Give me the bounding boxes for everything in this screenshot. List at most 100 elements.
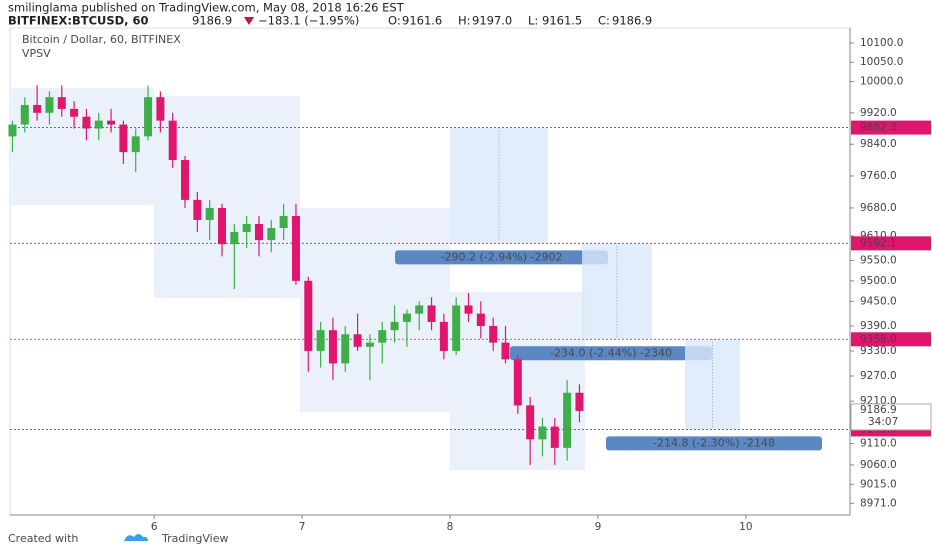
candle-body (156, 97, 165, 121)
x-tick-label: 9 (595, 521, 602, 533)
candle-body (402, 313, 411, 322)
y-tick-label: 9500.0 (860, 275, 897, 287)
ohlc-label: C: (598, 14, 610, 28)
ohlc: O: 9161.6 H: 9197.0 L: 9161.5 C: 9186.9 (388, 14, 652, 28)
ohlc-label: O: (388, 14, 401, 28)
ohlc-value: 9197.0 (472, 14, 512, 28)
candle-body (33, 104, 42, 113)
measure-label-bg (395, 250, 608, 265)
candle-body (476, 313, 485, 327)
y-tick-label: 9760.0 (860, 170, 897, 182)
y-tick-label: 8971.0 (860, 497, 897, 509)
y-tick-label: 9015.0 (860, 478, 897, 490)
candle-body (378, 330, 387, 343)
footer-brand: TradingView (161, 532, 228, 545)
candle-body (439, 321, 448, 351)
candle-body (452, 305, 461, 351)
y-tick-label: 9270.0 (860, 370, 897, 382)
down-arrow (244, 17, 254, 25)
footer-text: Created with (8, 532, 78, 545)
candle-body (341, 334, 350, 364)
candle-body (193, 199, 202, 220)
candle-body (464, 305, 473, 314)
y-tick-label: 9450.0 (860, 295, 897, 307)
candle-body (45, 97, 54, 113)
candle-body (8, 124, 17, 137)
x-tick-label: 6 (151, 521, 158, 533)
plot-layer (8, 85, 850, 465)
candle-body (538, 426, 547, 440)
candle-body (501, 342, 510, 360)
level-label: 9882.3 (860, 122, 897, 134)
candle-body (316, 330, 325, 351)
session-area (300, 208, 450, 412)
candle-body (279, 215, 288, 229)
candle-body (563, 392, 572, 448)
ohlc-value: 9161.6 (402, 14, 442, 28)
ohlc-label: L: (528, 14, 538, 28)
candle-body (427, 305, 436, 322)
measure-label: -214.8 (-2.30%) -2148 (653, 436, 775, 449)
y-tick-label: 9840.0 (860, 138, 897, 150)
candle-body (513, 359, 522, 406)
measure-label: -234.0 (-2.44%) -2340 (550, 346, 672, 359)
level-label: 9592.1 (860, 237, 897, 249)
candle-body (218, 207, 227, 245)
candle-body (131, 136, 140, 153)
ohlc-value: 9186.9 (612, 14, 652, 28)
candle-body (70, 108, 79, 117)
y-tick-label: 9060.0 (860, 459, 897, 471)
symbol: BITFINEX:BTCUSD, 60 (8, 14, 149, 28)
logo (124, 534, 148, 541)
last-price: 9186.9 (192, 14, 232, 28)
candle-body (144, 97, 153, 137)
y-tick-label: 10000.0 (860, 76, 903, 88)
y-tick-label: 9390.0 (860, 320, 897, 332)
candle-body (415, 305, 424, 314)
countdown: 34:07 (868, 416, 898, 428)
candle-body (230, 232, 239, 245)
candle-body (353, 334, 362, 347)
candle-body (82, 116, 91, 129)
change: −183.1 (−1.95%) (258, 14, 359, 28)
indicator-name: VPSV (22, 47, 51, 60)
candle-body (242, 223, 251, 233)
candle-body (94, 120, 103, 129)
publish-info: smilinglama published on TradingView.com… (8, 1, 405, 15)
y-tick-label: 9680.0 (860, 202, 897, 214)
candle-body (390, 321, 399, 331)
candle-body (181, 160, 190, 200)
ohlc-value: 9161.5 (542, 14, 582, 28)
x-tick-label: 7 (299, 521, 306, 533)
y-tick-label: 10100.0 (860, 37, 903, 49)
last-price-tag (850, 403, 932, 431)
level-label: 9358.0 (860, 333, 897, 345)
y-tick-label: 10050.0 (860, 56, 903, 68)
level-tag (851, 236, 931, 251)
candle-body (20, 104, 29, 125)
x-tick-label: 10 (739, 521, 752, 533)
candle-body (328, 330, 337, 364)
y-tick-label: 9110.0 (860, 438, 897, 450)
candle-body (168, 120, 177, 161)
measure-label-bg (510, 346, 712, 361)
candle-body (107, 120, 116, 125)
candle-body (365, 342, 374, 347)
level-tag (851, 332, 931, 347)
y-tick-label: 9920.0 (860, 107, 897, 119)
measure-label: -290.2 (-2.94%) -2902 (441, 250, 563, 263)
candle-body (291, 215, 300, 281)
candle-body (119, 124, 128, 153)
candle-body (205, 207, 214, 220)
level-tag (851, 120, 931, 135)
ohlc-label: H: (458, 14, 471, 28)
chart-title: Bitcoin / Dollar, 60, BITFINEX (22, 33, 181, 46)
candle-body (489, 326, 498, 343)
candle-body (304, 280, 313, 351)
candle-body (550, 426, 559, 448)
measure-layer: -290.2 (-2.94%) -2902 -234.0 (-2.44%) -23… (395, 127, 822, 451)
session-area (154, 96, 300, 298)
candle-body (254, 223, 263, 241)
measure-label-bg (606, 436, 822, 451)
